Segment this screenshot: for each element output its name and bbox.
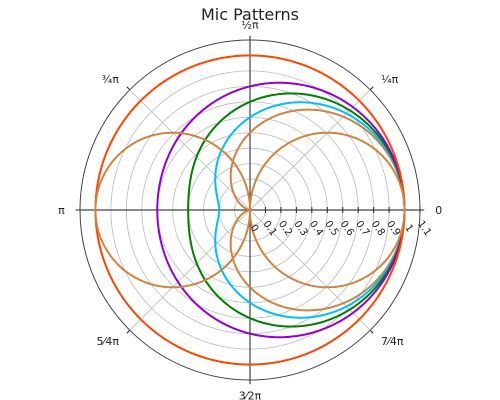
chart-title: Mic Patterns xyxy=(201,5,299,24)
angular-tick-1 xyxy=(369,86,374,91)
angular-tick-label-3: ¾π xyxy=(102,73,120,86)
angular-tick-label-7: 7⁄4π xyxy=(381,335,404,348)
series-curve-5 xyxy=(94,131,406,289)
series-curve-3 xyxy=(156,81,406,339)
angular-tick-label-6: 3⁄2π xyxy=(239,389,262,400)
angular-tick-3 xyxy=(126,86,131,91)
radial-tick-label-0: 0 xyxy=(248,223,261,235)
angular-tick-5 xyxy=(126,329,131,334)
angular-tick-label-4: π xyxy=(58,204,65,217)
radial-tick-label-5: 0.5 xyxy=(322,219,340,238)
axis-layer xyxy=(75,35,425,385)
angular-tick-label-1: ¼π xyxy=(381,73,399,86)
angular-tick-label-5: 5⁄4π xyxy=(97,335,120,348)
series-layer xyxy=(94,54,406,366)
angular-tick-7 xyxy=(369,329,374,334)
angular-grid-line-3 xyxy=(129,89,251,211)
series-curve-1 xyxy=(214,101,406,319)
angular-grid-line-5 xyxy=(129,209,251,331)
radial-tick-label-6: 0.6 xyxy=(338,219,356,238)
series-curve-2 xyxy=(187,92,406,328)
radial-tick-label-10: 1 xyxy=(402,223,415,235)
radial-tick-label-7: 0.7 xyxy=(353,219,371,238)
radial-tick-label-4: 0.4 xyxy=(307,219,325,238)
angular-tick-label-0: 0 xyxy=(435,204,442,217)
angular-tick-label-2: ½π xyxy=(241,19,259,32)
